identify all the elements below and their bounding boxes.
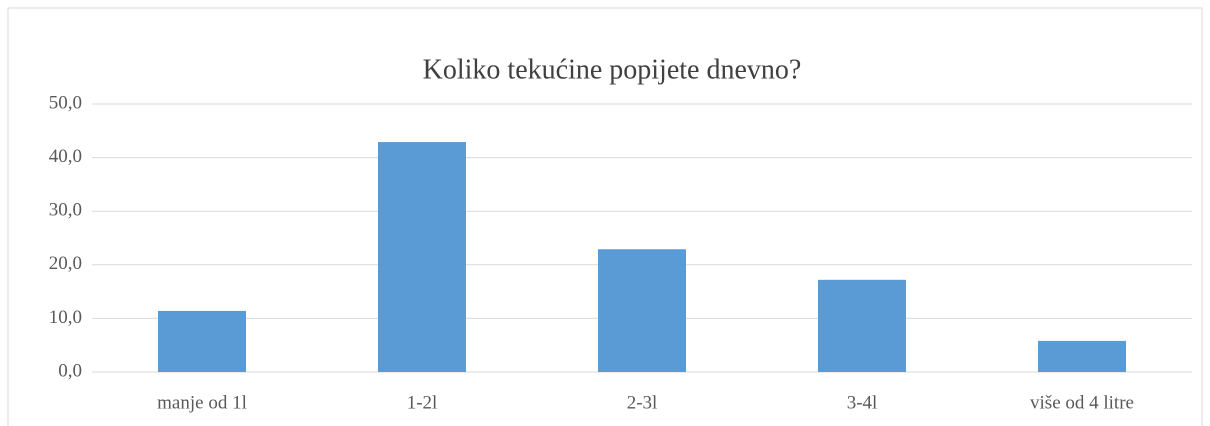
- chart-title: Koliko tekućine popijete dnevno?: [423, 54, 802, 85]
- chart-border: [7, 7, 1203, 426]
- bar: [818, 279, 906, 372]
- x-tick-label: 2-3l: [627, 392, 658, 413]
- bar: [598, 249, 686, 372]
- y-tick-label: 20,0: [49, 253, 82, 274]
- y-tick-label: 30,0: [49, 200, 82, 221]
- y-tick-label: 10,0: [49, 307, 82, 328]
- y-tick-label: 40,0: [49, 146, 82, 167]
- bar: [1038, 340, 1126, 372]
- x-tick-label: više od 4 litre: [1030, 392, 1134, 413]
- x-tick-label: 3-4l: [847, 392, 878, 413]
- bar: [158, 310, 246, 372]
- y-tick-label: 0,0: [58, 360, 82, 381]
- y-tick-label: 50,0: [49, 92, 82, 113]
- bar: [378, 142, 466, 372]
- x-tick-label: 1-2l: [407, 392, 438, 413]
- x-tick-label: manje od 1l: [157, 392, 247, 413]
